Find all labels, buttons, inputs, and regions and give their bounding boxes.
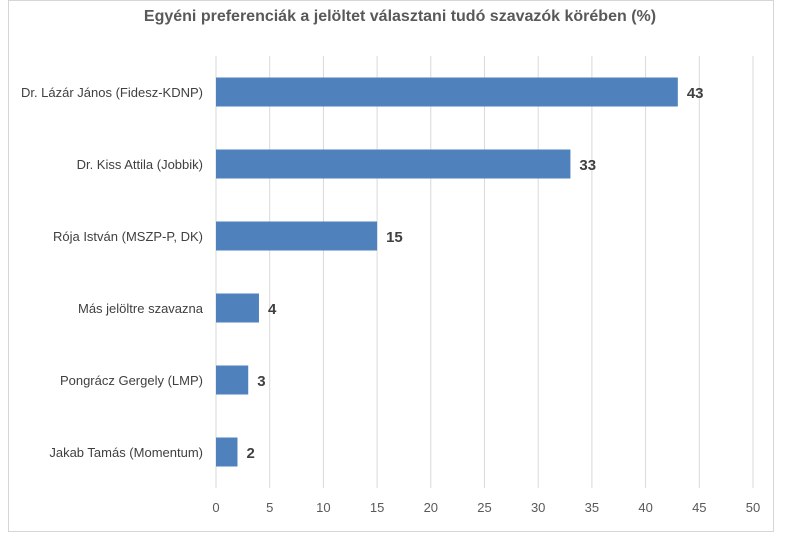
x-tick-label: 0 [212,500,219,515]
bar [216,221,378,251]
category-label: Más jelöltre szavazna [78,301,204,316]
x-tick-label: 35 [585,500,599,515]
chart-title: Egyéni preferenciák a jelöltet választan… [143,8,657,25]
bar [216,437,238,467]
bar [216,77,678,107]
data-label: 15 [386,229,403,246]
data-label: 2 [246,445,254,462]
data-label: 43 [687,85,704,102]
bar [216,293,259,323]
x-tick-label: 15 [370,500,384,515]
x-tick-label: 20 [424,500,438,515]
data-label: 3 [257,373,265,390]
category-label: Rója István (MSZP-P, DK) [53,229,203,244]
bar [216,149,571,179]
category-label: Jakab Tamás (Momentum) [49,445,203,460]
category-label: Dr. Lázár János (Fidesz-KDNP) [21,85,203,100]
x-tick-label: 5 [266,500,273,515]
category-label: Pongrácz Gergely (LMP) [60,373,203,388]
bar [216,365,249,395]
data-label: 33 [579,157,596,174]
x-tick-label: 25 [477,500,491,515]
x-tick-label: 50 [746,500,760,515]
category-label: Dr. Kiss Attila (Jobbik) [77,157,203,172]
x-tick-label: 30 [531,500,545,515]
x-tick-label: 45 [692,500,706,515]
x-tick-label: 10 [316,500,330,515]
data-label: 4 [268,301,277,318]
x-tick-label: 40 [638,500,652,515]
